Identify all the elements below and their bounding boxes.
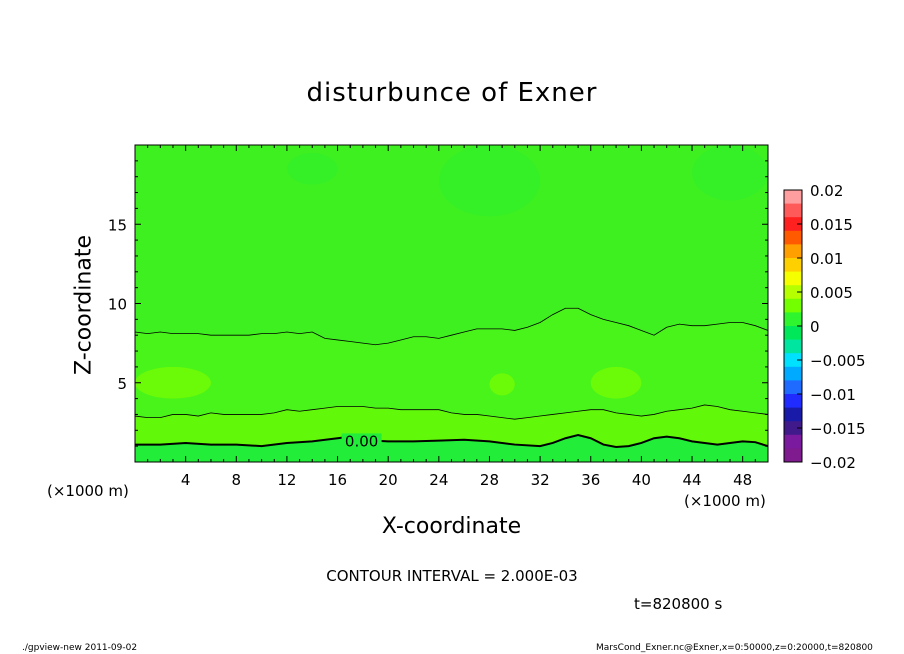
- colorbar-tick-label: 0.005: [810, 284, 853, 302]
- colorbar-tick-label: −0.01: [810, 386, 856, 404]
- x-unit-left: (×1000 m): [47, 482, 129, 500]
- colorbar-segment: [784, 258, 802, 273]
- y-tick-label: 15: [108, 216, 127, 234]
- footer-source: MarsCond_Exner.nc@Exner,x=0:50000,z=0:20…: [596, 643, 873, 653]
- colorbar-segment: [784, 353, 802, 368]
- x-tick-label: 4: [181, 471, 191, 489]
- y-tick-label: 10: [108, 296, 127, 314]
- contour-line: [135, 307, 768, 346]
- colorbar-segment: [784, 394, 802, 409]
- contour-field: 0.00: [135, 145, 768, 462]
- shaded-patch: [590, 366, 642, 399]
- colorbar-tick-label: −0.015: [810, 420, 866, 438]
- colorbar-segment: [784, 434, 802, 449]
- colorbar-segment: [784, 217, 802, 232]
- x-axis: 4 8 12 16 20 24 28 32 36 40 44 48: [147, 145, 756, 489]
- colorbar-segment: [784, 298, 802, 313]
- colorbar-segment: [784, 271, 802, 286]
- colorbar-segment: [784, 326, 802, 341]
- colorbar-tick-label: 0: [810, 318, 820, 336]
- x-tick-label: 48: [733, 471, 752, 489]
- x-tick-label: 20: [379, 471, 398, 489]
- contour-interval-note: CONTOUR INTERVAL = 2.000E-03: [326, 567, 578, 585]
- colorbar-tick-label: −0.02: [810, 454, 856, 472]
- x-tick-label: 40: [632, 471, 651, 489]
- x-tick-label: 16: [328, 471, 347, 489]
- colorbar-tick-label: 0.01: [810, 250, 843, 268]
- x-tick-label: 44: [682, 471, 701, 489]
- y-axis-label: Z-coordinate: [71, 235, 97, 375]
- contour-line: [135, 434, 768, 448]
- colorbar-segment: [784, 380, 802, 395]
- shaded-patch: [489, 373, 515, 396]
- x-tick-label: 36: [581, 471, 600, 489]
- chart-title: disturbunce of Exner: [306, 78, 598, 108]
- colorbar-segment: [784, 339, 802, 354]
- y-tick-label: 5: [117, 375, 127, 393]
- time-stamp: t=820800 s: [634, 595, 723, 613]
- shaded-patch: [438, 145, 541, 217]
- colorbar-segment: [784, 366, 802, 381]
- colorbar-segment: [784, 285, 802, 300]
- colorbar-tick-label: −0.005: [810, 352, 866, 370]
- colorbar-segment: [784, 421, 802, 436]
- colorbar-segment: [784, 230, 802, 245]
- contour-label-bg: [341, 433, 382, 448]
- colorbar-segment: [784, 312, 802, 327]
- shaded-patch: [286, 152, 338, 185]
- y-axis: 5 10 15: [108, 160, 768, 447]
- x-unit-right: (×1000 m): [684, 492, 766, 510]
- colorbar-segment: [784, 448, 802, 463]
- x-tick-label: 32: [531, 471, 550, 489]
- footer-program: ./gpview-new 2011-09-02: [22, 643, 138, 653]
- x-tick-label: 12: [277, 471, 296, 489]
- x-tick-label: 8: [232, 471, 242, 489]
- contour-line: [135, 404, 768, 420]
- colorbar-tick-label: 0.02: [810, 182, 843, 200]
- shaded-patch: [135, 366, 211, 399]
- colorbar-segment: [784, 244, 802, 259]
- band-bottom: [135, 435, 768, 462]
- x-tick-label: 28: [480, 471, 499, 489]
- shaded-patch: [692, 145, 768, 201]
- colorbar-segment: [784, 203, 802, 218]
- x-tick-label: 24: [429, 471, 448, 489]
- colorbar-tick-label: 0.015: [810, 216, 853, 234]
- contour-label: 0.00: [345, 432, 378, 450]
- colorbar-segment: [784, 407, 802, 422]
- colorbar-segment: [784, 190, 802, 205]
- x-axis-label: X-coordinate: [381, 514, 522, 539]
- colorbar: 0.02 0.015 0.01 0.005 0 −0.005 −0.01 −0.015 −0.0…: [783, 182, 866, 472]
